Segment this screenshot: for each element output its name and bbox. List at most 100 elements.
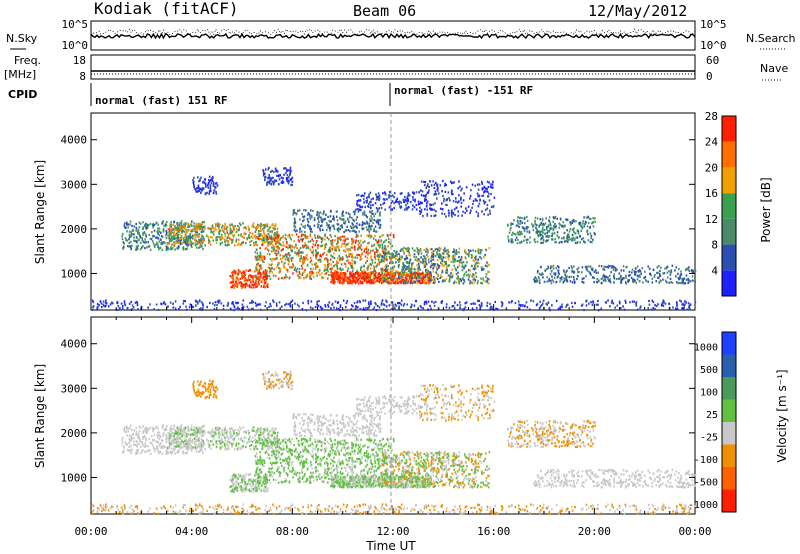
power-cell [268,173,271,177]
power-cell [562,281,565,284]
power-cell [488,181,490,184]
power-cell [240,243,242,246]
power-cell [230,286,233,289]
power-cell [122,247,125,250]
power-cell [472,202,474,206]
power-cell [344,278,346,281]
power-cell [374,277,377,280]
power-cell [613,275,615,278]
power-cell [373,273,376,276]
power-cell [158,234,161,237]
power-cell [266,277,268,280]
power-cell [255,255,257,258]
power-cell [542,236,544,239]
power-cell [256,243,259,247]
power-cell [398,277,401,280]
power-cell [276,241,278,244]
power-cell [173,237,176,240]
power-cell [197,234,200,237]
power-cell [251,299,253,302]
power-cell [342,281,345,285]
power-cell [194,242,196,245]
power-cell [437,264,440,267]
power-cell [187,237,190,241]
power-cell [257,236,260,239]
power-cell [136,246,139,249]
power-cell [377,243,380,247]
power-cell [579,223,581,226]
power-cell [233,286,235,289]
power-cell [317,236,319,239]
power-cell [307,299,310,303]
power-cell [373,253,376,256]
power-cell [631,300,634,303]
power-cell [632,278,634,281]
power-cell [353,219,356,223]
power-cell [333,257,336,260]
power-cell [328,301,331,304]
power-cell [384,193,387,196]
power-cell [407,266,409,269]
power-cell [471,255,474,258]
power-cell [261,255,264,258]
power-cell [605,275,607,279]
power-cell [324,245,327,249]
power-cell [376,240,378,243]
power-cell [334,272,336,275]
power-cell [549,273,552,276]
power-cell [342,272,345,275]
power-cell [442,194,444,198]
power-cell [237,273,239,277]
power-cell [458,301,461,304]
power-cell [323,212,325,215]
power-cell [380,303,383,306]
power-cell [420,306,422,309]
power-cell [293,220,296,223]
power-cell [128,238,130,241]
power-cell [382,241,385,244]
power-cell [637,270,640,273]
power-cell [426,208,429,211]
power-cell [269,277,272,280]
power-cell [418,272,421,275]
power-cell [316,252,319,255]
power-cell [415,256,418,259]
power-cell [488,247,491,250]
power-cell [682,280,684,284]
power-cell [484,201,487,204]
power-cell [259,227,262,230]
power-cell [383,276,386,280]
power-cell [184,223,187,226]
power-cell [379,226,382,229]
power-cell [274,252,277,255]
power-cell [485,190,487,193]
power-cell [299,247,302,250]
power-cell [413,304,416,307]
power-cell [419,281,422,284]
power-cell [304,241,306,244]
power-cell [589,232,592,235]
power-cell [679,274,682,277]
power-cell [510,301,513,304]
power-cell [362,282,364,285]
power-cell [461,214,463,217]
power-cell [157,248,160,251]
power-cell [430,214,433,218]
power-cell [325,229,328,232]
power-cell [389,273,392,276]
power-cell [477,188,480,191]
power-cell [554,273,557,276]
power-cell [133,236,135,239]
power-cell [539,305,542,308]
power-cell [198,228,201,231]
power-cell [256,303,259,306]
power-cell [671,264,674,267]
power-cell [300,257,303,260]
power-cell [98,304,100,307]
power-cell [247,225,250,228]
power-cell [298,273,301,276]
power-cell [389,234,392,237]
power-cell [432,270,435,273]
power-cell [480,303,483,307]
power-cell [617,277,620,280]
